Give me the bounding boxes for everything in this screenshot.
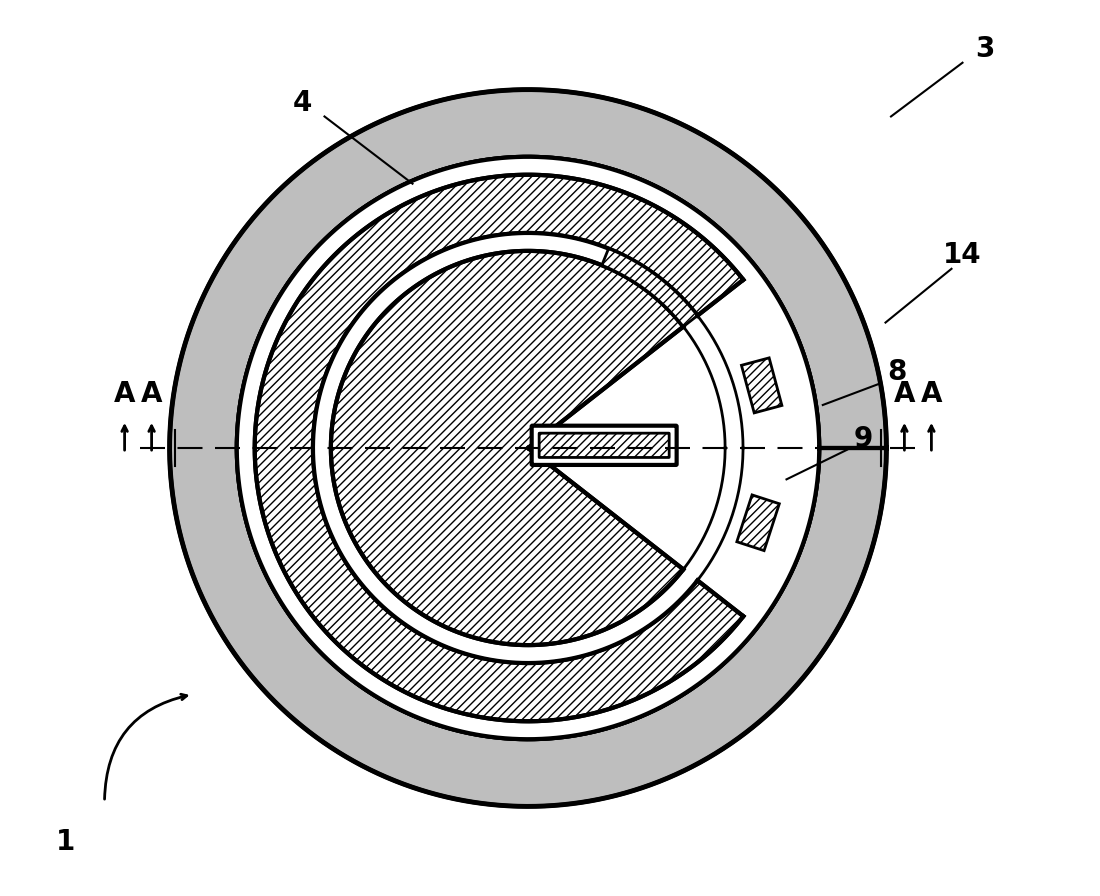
- Polygon shape: [236, 157, 820, 739]
- Text: 9: 9: [854, 425, 873, 453]
- Polygon shape: [314, 233, 742, 663]
- Text: 14: 14: [943, 241, 982, 270]
- Text: 4: 4: [293, 89, 312, 117]
- Polygon shape: [331, 251, 683, 645]
- Text: 3: 3: [975, 35, 994, 64]
- FancyBboxPatch shape: [531, 426, 676, 465]
- Text: 8: 8: [887, 358, 906, 386]
- Polygon shape: [737, 495, 779, 551]
- Polygon shape: [602, 248, 697, 327]
- Polygon shape: [169, 90, 887, 806]
- Text: A: A: [113, 380, 135, 408]
- Text: A: A: [893, 380, 915, 408]
- Text: A: A: [921, 380, 942, 408]
- Text: A: A: [141, 380, 163, 408]
- Polygon shape: [255, 175, 744, 721]
- Text: 1: 1: [56, 828, 76, 857]
- Polygon shape: [741, 358, 782, 413]
- Circle shape: [236, 157, 820, 739]
- FancyBboxPatch shape: [539, 433, 669, 458]
